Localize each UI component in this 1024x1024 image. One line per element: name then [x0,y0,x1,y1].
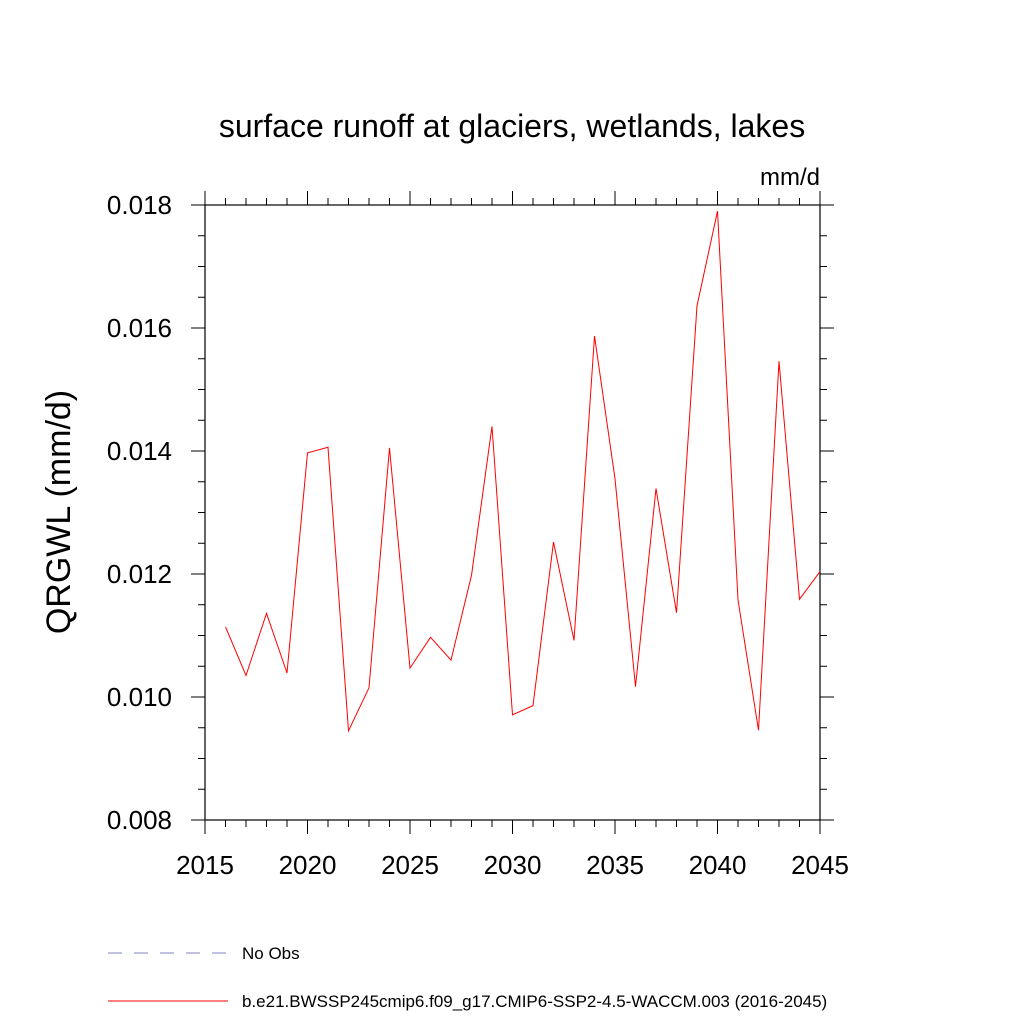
y-tick-label: 0.016 [107,313,172,343]
legend-label-model: b.e21.BWSSP245cmip6.f09_g17.CMIP6-SSP2-4… [242,992,827,1011]
x-tick-label: 2015 [176,850,234,880]
series-group [225,211,821,733]
x-tick-label: 2040 [689,850,747,880]
legend-label-no-obs: No Obs [242,944,300,963]
x-tick-label: 2030 [484,850,542,880]
x-tick-label: 2020 [279,850,337,880]
y-tick-labels: 0.008 0.010 0.012 0.014 0.016 0.018 [107,190,172,835]
legend-item-no-obs: No Obs [108,944,300,963]
y-tick-label: 0.012 [107,559,172,589]
x-tick-label: 2035 [586,850,644,880]
minor-ticks [198,198,827,827]
x-tick-label: 2045 [791,850,849,880]
x-tick-label: 2025 [381,850,439,880]
plot-frame [204,204,821,821]
chart-title: surface runoff at glaciers, wetlands, la… [219,108,805,144]
legend: No Obs b.e21.BWSSP245cmip6.f09_g17.CMIP6… [108,944,827,1011]
legend-item-model: b.e21.BWSSP245cmip6.f09_g17.CMIP6-SSP2-4… [108,992,827,1011]
y-tick-label: 0.010 [107,682,172,712]
major-ticks [191,191,834,834]
y-tick-label: 0.008 [107,805,172,835]
units-label: mm/d [760,164,820,191]
y-tick-label: 0.018 [107,190,172,220]
y-axis-label: QRGWL (mm/d) [40,390,78,634]
x-tick-labels: 2015 2020 2025 2030 2035 2040 2045 [176,850,849,880]
y-tick-label: 0.014 [107,436,172,466]
series-line [225,211,821,733]
